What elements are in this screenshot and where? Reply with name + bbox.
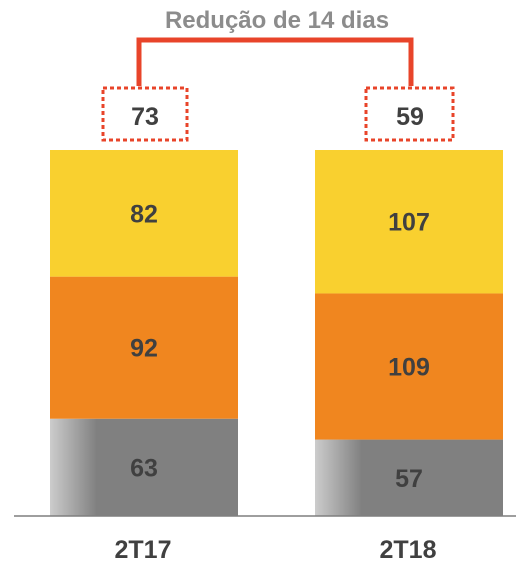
bar-segment-middle-2T18: [315, 293, 503, 440]
reduction-bracket: [136, 37, 414, 86]
value-label-top-2T17: 82: [130, 200, 158, 228]
bar-segment-middle-2T17: [50, 276, 238, 419]
total-box-2T18: [364, 86, 455, 142]
bar-segment-top-2T17: [50, 150, 238, 277]
x-tick-label-2T17: 2T17: [115, 536, 172, 564]
bars-group: 63 92 82 57 109 107: [50, 150, 503, 516]
value-label-bottom-2T17: 63: [130, 454, 158, 482]
total-label-2T17: 73: [131, 103, 159, 131]
value-label-middle-2T17: 92: [130, 335, 158, 363]
value-label-bottom-2T18: 57: [395, 465, 423, 493]
reduction-annotation-text: Redução de 14 dias: [165, 7, 389, 34]
value-label-middle-2T18: 109: [388, 354, 430, 382]
bar-segment-top-2T18: [315, 150, 503, 294]
total-label-2T18: 59: [396, 103, 424, 131]
value-label-top-2T18: 107: [388, 209, 430, 237]
total-box-2T17: [101, 86, 189, 142]
x-tick-label-2T18: 2T18: [380, 536, 437, 564]
